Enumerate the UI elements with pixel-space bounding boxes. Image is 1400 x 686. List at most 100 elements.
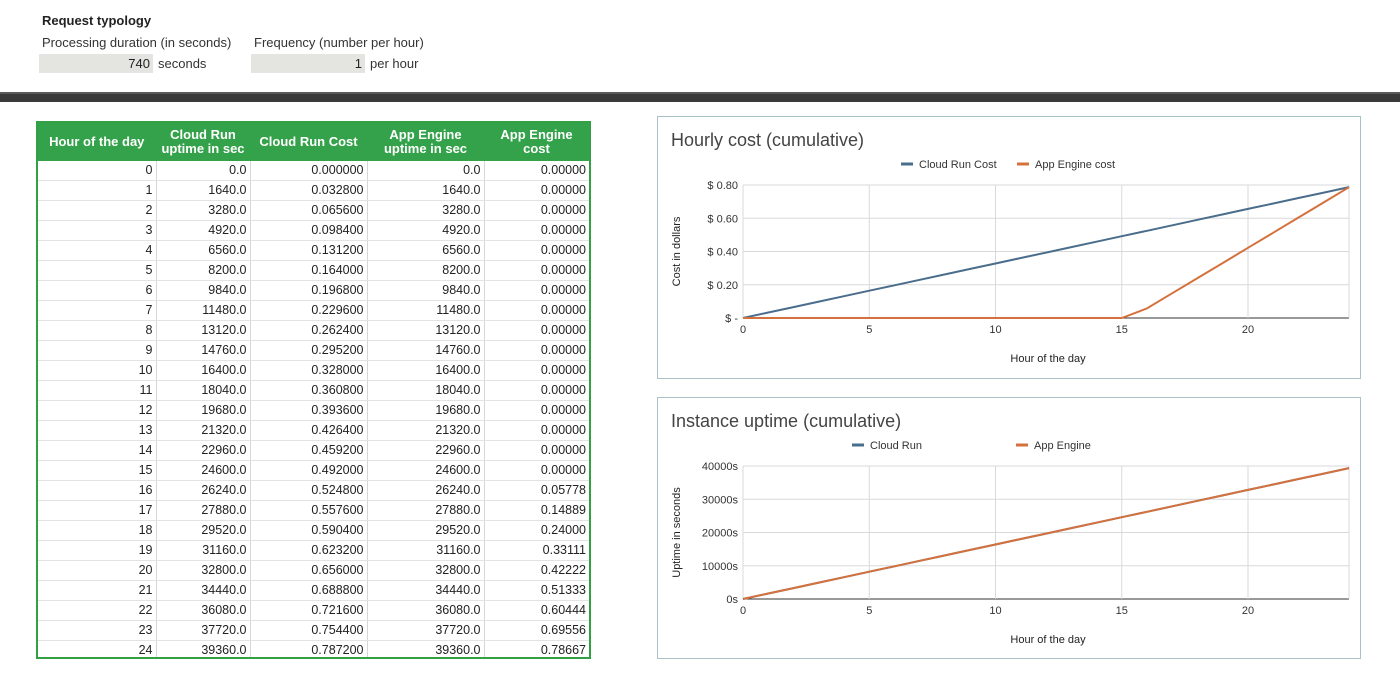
cell-app-engine-cost[interactable]: 0.00000 (484, 220, 589, 241)
cell-app-engine-cost[interactable]: 0.00000 (484, 200, 589, 221)
cell-app-engine-cost[interactable]: 0.00000 (484, 300, 589, 321)
header-hour[interactable]: Hour of the day (38, 123, 157, 161)
cell-app-engine-cost[interactable]: 0.00000 (484, 180, 589, 201)
cell-app-engine-uptime[interactable]: 9840.0 (367, 280, 485, 301)
cell-app-engine-uptime[interactable]: 3280.0 (367, 200, 485, 221)
cell-cloud-run-uptime[interactable]: 24600.0 (156, 460, 251, 481)
cell-cloud-run-cost[interactable]: 0.360800 (250, 380, 368, 401)
cell-cloud-run-cost[interactable]: 0.524800 (250, 480, 368, 501)
cell-app-engine-cost[interactable]: 0.00000 (484, 260, 589, 281)
cell-app-engine-cost[interactable]: 0.00000 (484, 460, 589, 481)
cell-hour[interactable]: 11 (38, 380, 157, 401)
cell-cloud-run-cost[interactable]: 0.656000 (250, 560, 368, 581)
header-app-engine-cost[interactable]: App Engine cost (484, 123, 589, 161)
cell-cloud-run-uptime[interactable]: 29520.0 (156, 520, 251, 541)
cell-cloud-run-uptime[interactable]: 6560.0 (156, 240, 251, 261)
cell-cloud-run-cost[interactable]: 0.131200 (250, 240, 368, 261)
cell-app-engine-cost[interactable]: 0.00000 (484, 400, 589, 421)
cell-app-engine-uptime[interactable]: 18040.0 (367, 380, 485, 401)
header-cloud-run-cost[interactable]: Cloud Run Cost (250, 123, 368, 161)
cell-app-engine-cost[interactable]: 0.14889 (484, 500, 589, 521)
cell-cloud-run-uptime[interactable]: 4920.0 (156, 220, 251, 241)
cell-cloud-run-cost[interactable]: 0.590400 (250, 520, 368, 541)
cell-app-engine-uptime[interactable]: 0.0 (367, 161, 485, 181)
cell-app-engine-cost[interactable]: 0.00000 (484, 280, 589, 301)
cell-cloud-run-uptime[interactable]: 1640.0 (156, 180, 251, 201)
cell-app-engine-uptime[interactable]: 19680.0 (367, 400, 485, 421)
cell-hour[interactable]: 10 (38, 360, 157, 381)
cell-cloud-run-cost[interactable]: 0.032800 (250, 180, 368, 201)
cell-cloud-run-uptime[interactable]: 9840.0 (156, 280, 251, 301)
cell-cloud-run-uptime[interactable]: 34440.0 (156, 580, 251, 601)
cell-app-engine-uptime[interactable]: 34440.0 (367, 580, 485, 601)
cell-cloud-run-uptime[interactable]: 3280.0 (156, 200, 251, 221)
cell-hour[interactable]: 23 (38, 620, 157, 641)
frequency-input[interactable]: 1 (251, 54, 365, 73)
cell-hour[interactable]: 24 (38, 640, 157, 657)
cell-cloud-run-cost[interactable]: 0.295200 (250, 340, 368, 361)
cell-hour[interactable]: 17 (38, 500, 157, 521)
cell-cloud-run-uptime[interactable]: 13120.0 (156, 320, 251, 341)
cell-app-engine-cost[interactable]: 0.00000 (484, 240, 589, 261)
cell-app-engine-uptime[interactable]: 37720.0 (367, 620, 485, 641)
cell-app-engine-uptime[interactable]: 26240.0 (367, 480, 485, 501)
cell-cloud-run-uptime[interactable]: 36080.0 (156, 600, 251, 621)
cell-cloud-run-cost[interactable]: 0.459200 (250, 440, 368, 461)
header-cloud-run-uptime[interactable]: Cloud Run uptime in sec (156, 123, 251, 161)
cell-cloud-run-cost[interactable]: 0.623200 (250, 540, 368, 561)
cell-app-engine-uptime[interactable]: 29520.0 (367, 520, 485, 541)
cell-cloud-run-cost[interactable]: 0.098400 (250, 220, 368, 241)
cell-app-engine-uptime[interactable]: 16400.0 (367, 360, 485, 381)
cell-app-engine-uptime[interactable]: 27880.0 (367, 500, 485, 521)
cell-cloud-run-uptime[interactable]: 27880.0 (156, 500, 251, 521)
cell-app-engine-cost[interactable]: 0.00000 (484, 420, 589, 441)
cell-app-engine-cost[interactable]: 0.00000 (484, 340, 589, 361)
cell-app-engine-cost[interactable]: 0.51333 (484, 580, 589, 601)
cell-hour[interactable]: 20 (38, 560, 157, 581)
cell-cloud-run-cost[interactable]: 0.000000 (250, 161, 368, 181)
cell-app-engine-cost[interactable]: 0.00000 (484, 440, 589, 461)
cell-cloud-run-uptime[interactable]: 19680.0 (156, 400, 251, 421)
cell-hour[interactable]: 16 (38, 480, 157, 501)
cell-app-engine-uptime[interactable]: 11480.0 (367, 300, 485, 321)
cell-cloud-run-uptime[interactable]: 8200.0 (156, 260, 251, 281)
cell-cloud-run-cost[interactable]: 0.196800 (250, 280, 368, 301)
cell-hour[interactable]: 8 (38, 320, 157, 341)
cell-app-engine-uptime[interactable]: 4920.0 (367, 220, 485, 241)
cell-app-engine-uptime[interactable]: 22960.0 (367, 440, 485, 461)
cell-cloud-run-uptime[interactable]: 18040.0 (156, 380, 251, 401)
cell-hour[interactable]: 21 (38, 580, 157, 601)
cell-app-engine-cost[interactable]: 0.42222 (484, 560, 589, 581)
cell-app-engine-cost[interactable]: 0.78667 (484, 640, 589, 657)
cell-cloud-run-uptime[interactable]: 37720.0 (156, 620, 251, 641)
cell-hour[interactable]: 22 (38, 600, 157, 621)
cell-app-engine-uptime[interactable]: 14760.0 (367, 340, 485, 361)
cell-hour[interactable]: 13 (38, 420, 157, 441)
cell-cloud-run-cost[interactable]: 0.721600 (250, 600, 368, 621)
cell-cloud-run-uptime[interactable]: 16400.0 (156, 360, 251, 381)
cell-app-engine-uptime[interactable]: 6560.0 (367, 240, 485, 261)
cell-cloud-run-cost[interactable]: 0.328000 (250, 360, 368, 381)
cell-hour[interactable]: 0 (38, 161, 157, 181)
cell-hour[interactable]: 15 (38, 460, 157, 481)
cell-app-engine-cost[interactable]: 0.00000 (484, 360, 589, 381)
cell-app-engine-cost[interactable]: 0.00000 (484, 320, 589, 341)
cell-cloud-run-cost[interactable]: 0.262400 (250, 320, 368, 341)
cell-cloud-run-uptime[interactable]: 14760.0 (156, 340, 251, 361)
cell-cloud-run-cost[interactable]: 0.492000 (250, 460, 368, 481)
cell-app-engine-uptime[interactable]: 21320.0 (367, 420, 485, 441)
cell-cloud-run-cost[interactable]: 0.229600 (250, 300, 368, 321)
cell-app-engine-cost[interactable]: 0.00000 (484, 380, 589, 401)
cell-app-engine-uptime[interactable]: 24600.0 (367, 460, 485, 481)
cell-hour[interactable]: 9 (38, 340, 157, 361)
cell-cloud-run-cost[interactable]: 0.164000 (250, 260, 368, 281)
cell-hour[interactable]: 14 (38, 440, 157, 461)
cell-app-engine-uptime[interactable]: 8200.0 (367, 260, 485, 281)
cell-app-engine-cost[interactable]: 0.60444 (484, 600, 589, 621)
cell-cloud-run-cost[interactable]: 0.393600 (250, 400, 368, 421)
cell-cloud-run-cost[interactable]: 0.426400 (250, 420, 368, 441)
cell-hour[interactable]: 19 (38, 540, 157, 561)
cell-hour[interactable]: 2 (38, 200, 157, 221)
cell-cloud-run-uptime[interactable]: 0.0 (156, 161, 251, 181)
cell-cloud-run-cost[interactable]: 0.065600 (250, 200, 368, 221)
